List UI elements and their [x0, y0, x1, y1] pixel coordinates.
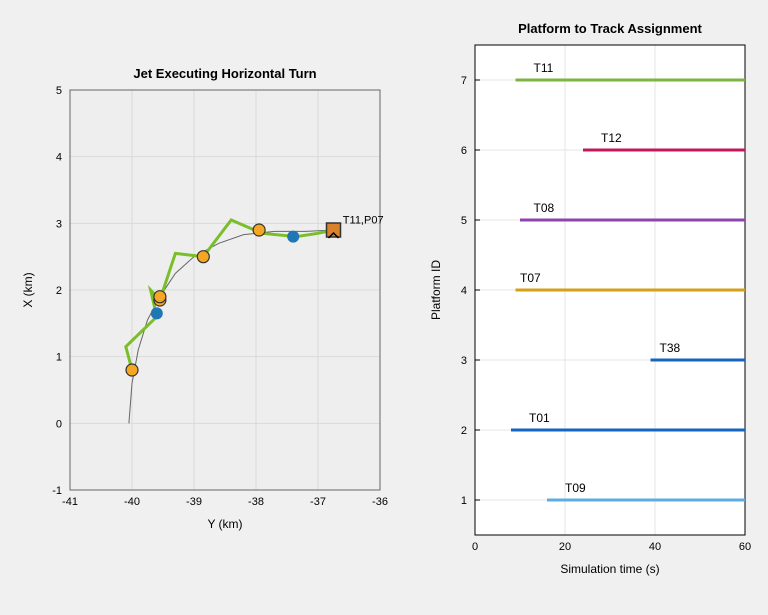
x-tick: 40	[649, 541, 661, 553]
y-tick: 4	[461, 285, 467, 297]
platform-label: T11,P07	[343, 214, 384, 226]
x-tick: -40	[124, 496, 140, 508]
y-tick: 3	[56, 218, 62, 230]
x-tick: -41	[62, 496, 78, 508]
track-label: T09	[565, 481, 586, 495]
x-tick: -36	[372, 496, 388, 508]
right-ylabel: Platform ID	[429, 260, 443, 320]
y-tick: 0	[56, 418, 62, 430]
detection-marker	[287, 231, 299, 243]
y-tick: -1	[52, 485, 62, 497]
track-label: T12	[601, 131, 622, 145]
left-xlabel: Y (km)	[207, 517, 242, 531]
y-tick: 7	[461, 75, 467, 87]
y-tick: 2	[461, 425, 467, 437]
y-tick: 1	[56, 352, 62, 364]
y-tick: 5	[461, 215, 467, 227]
track-label: T38	[660, 341, 681, 355]
x-tick: 20	[559, 541, 571, 553]
right-xlabel: Simulation time (s)	[560, 562, 659, 576]
left-chart: -41 -40 -39 -38 -37 -36 -1 0 1 2 3 4 5 T11,P07 Jet Exe…	[15, 60, 410, 540]
platform-marker	[327, 223, 341, 237]
update-marker	[253, 224, 265, 236]
y-tick: 5	[56, 85, 62, 97]
track-label: T08	[534, 201, 555, 215]
left-chart-title: Jet Executing Horizontal Turn	[133, 66, 316, 81]
y-tick: 2	[56, 285, 62, 297]
update-marker	[126, 364, 138, 376]
y-tick: 3	[461, 355, 467, 367]
right-chart-title: Platform to Track Assignment	[518, 21, 702, 36]
track-label: T07	[520, 271, 541, 285]
x-tick: 60	[739, 541, 751, 553]
x-tick: 0	[472, 541, 478, 553]
x-tick: -38	[248, 496, 264, 508]
y-tick: 1	[461, 495, 467, 507]
detection-marker	[151, 307, 163, 319]
x-tick: -37	[310, 496, 326, 508]
left-ylabel: X (km)	[21, 272, 35, 307]
x-tick: -39	[186, 496, 202, 508]
track-label: T11	[534, 61, 554, 75]
track-label: T01	[529, 411, 550, 425]
update-marker	[197, 251, 209, 263]
update-marker	[154, 291, 166, 303]
y-tick: 6	[461, 145, 467, 157]
y-tick: 4	[56, 152, 62, 164]
right-chart: 0 20 40 60 1 2 3 4 5 6 7 T11 T12 T08 T07 T38 T01 T09 Platf…	[420, 15, 760, 580]
